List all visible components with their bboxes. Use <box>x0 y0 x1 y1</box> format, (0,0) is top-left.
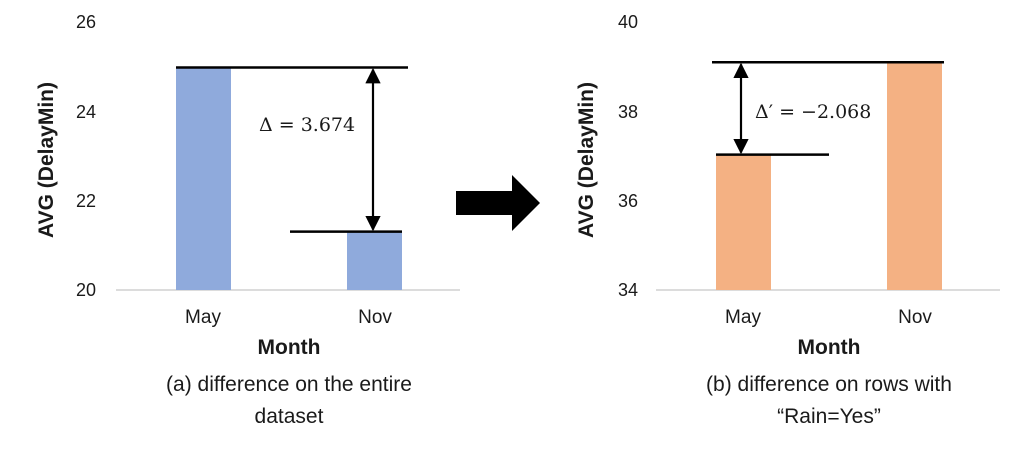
chart-a-ytick-2: 24 <box>76 102 96 122</box>
chart-b-bar-may <box>716 154 771 290</box>
chart-a-caption-line-2: dataset <box>255 405 324 428</box>
chart-b-xtick-nov: Nov <box>898 307 932 328</box>
chart-b-bar-nov <box>887 62 942 290</box>
chart-b-ytick-1: 36 <box>618 191 638 211</box>
chart-b-caption-line-2: “Rain=Yes” <box>777 405 881 428</box>
chart-b-xtick-may: May <box>725 307 761 328</box>
chart-a-annotation: Δ = 3.674 <box>259 114 355 136</box>
chart-a: 20 22 24 26 AVG (DelayMin) Δ = 3.674 May… <box>35 12 460 428</box>
chart-b-ytick-3: 40 <box>618 12 638 32</box>
chart-b-ylabel: AVG (DelayMin) <box>575 82 598 238</box>
chart-b-xlabel: Month <box>798 336 861 359</box>
chart-a-xtick-nov: Nov <box>358 307 392 328</box>
chart-a-bar-may <box>176 67 231 290</box>
chart-a-ylabel: AVG (DelayMin) <box>35 82 58 238</box>
chart-a-ytick-1: 22 <box>76 191 96 211</box>
chart-a-ytick-3: 26 <box>76 12 96 32</box>
chart-b: 34 36 38 40 AVG (DelayMin) Δ′ = −2.068 M… <box>575 12 1000 428</box>
chart-b-annotation: Δ′ = −2.068 <box>755 101 871 123</box>
chart-a-xtick-may: May <box>185 307 221 328</box>
right-arrow-icon <box>456 175 540 231</box>
chart-b-ytick-0: 34 <box>618 280 638 300</box>
chart-a-ytick-0: 20 <box>76 280 96 300</box>
chart-a-bar-nov <box>347 231 402 290</box>
chart-a-xlabel: Month <box>258 336 321 359</box>
chart-b-caption-line-1: (b) difference on rows with <box>706 373 952 396</box>
chart-b-ytick-2: 38 <box>618 102 638 122</box>
chart-a-caption-line-1: (a) difference on the entire <box>166 373 412 396</box>
chart-a-annotation-bg <box>254 109 364 139</box>
